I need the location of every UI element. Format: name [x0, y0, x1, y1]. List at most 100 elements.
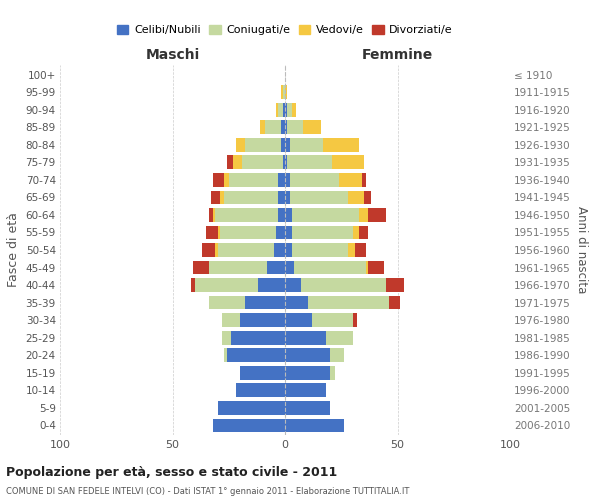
Bar: [265, 120, 281, 134]
Bar: [231, 331, 285, 344]
Bar: [348, 243, 355, 257]
Bar: [218, 401, 285, 414]
Y-axis label: Fasce di età: Fasce di età: [7, 212, 20, 288]
Bar: [339, 173, 361, 186]
Bar: [260, 120, 265, 134]
Bar: [332, 156, 364, 169]
Bar: [325, 331, 353, 344]
Bar: [220, 226, 276, 239]
Bar: [285, 103, 287, 117]
Bar: [235, 384, 285, 397]
Bar: [368, 208, 386, 222]
Bar: [276, 226, 285, 239]
Bar: [233, 156, 242, 169]
Bar: [361, 173, 366, 186]
Y-axis label: Anni di nascita: Anni di nascita: [575, 206, 587, 294]
Bar: [215, 208, 278, 222]
Bar: [292, 243, 348, 257]
Bar: [294, 260, 366, 274]
Bar: [285, 260, 294, 274]
Bar: [276, 103, 278, 117]
Bar: [224, 190, 278, 204]
Bar: [323, 138, 359, 151]
Bar: [285, 418, 343, 432]
Bar: [218, 226, 220, 239]
Bar: [283, 86, 285, 99]
Bar: [285, 86, 287, 99]
Bar: [285, 314, 312, 327]
Bar: [215, 243, 218, 257]
Text: Popolazione per età, sesso e stato civile - 2011: Popolazione per età, sesso e stato civil…: [6, 466, 337, 479]
Bar: [285, 384, 325, 397]
Bar: [287, 103, 292, 117]
Bar: [290, 173, 339, 186]
Bar: [285, 208, 292, 222]
Bar: [359, 226, 368, 239]
Bar: [290, 190, 348, 204]
Bar: [202, 243, 215, 257]
Text: Femmine: Femmine: [362, 48, 433, 62]
Text: COMUNE DI SAN FEDELE INTELVI (CO) - Dati ISTAT 1° gennaio 2011 - Elaborazione TU: COMUNE DI SAN FEDELE INTELVI (CO) - Dati…: [6, 488, 409, 496]
Bar: [213, 418, 285, 432]
Bar: [267, 260, 285, 274]
Bar: [195, 278, 258, 292]
Bar: [285, 173, 290, 186]
Bar: [353, 226, 359, 239]
Bar: [353, 314, 357, 327]
Bar: [206, 226, 218, 239]
Bar: [278, 173, 285, 186]
Bar: [281, 120, 285, 134]
Bar: [355, 243, 366, 257]
Bar: [283, 156, 285, 169]
Bar: [285, 366, 330, 380]
Bar: [285, 348, 330, 362]
Bar: [386, 278, 404, 292]
Bar: [229, 173, 278, 186]
Bar: [278, 208, 285, 222]
Bar: [283, 103, 285, 117]
Bar: [389, 296, 400, 310]
Bar: [193, 260, 209, 274]
Bar: [209, 296, 245, 310]
Bar: [240, 314, 285, 327]
Bar: [285, 120, 287, 134]
Bar: [258, 278, 285, 292]
Bar: [292, 226, 353, 239]
Bar: [285, 190, 290, 204]
Bar: [281, 86, 283, 99]
Bar: [191, 278, 195, 292]
Bar: [224, 348, 227, 362]
Bar: [285, 243, 292, 257]
Bar: [235, 138, 245, 151]
Bar: [308, 296, 389, 310]
Bar: [285, 138, 290, 151]
Bar: [330, 348, 343, 362]
Bar: [285, 278, 301, 292]
Text: Maschi: Maschi: [145, 48, 200, 62]
Bar: [213, 173, 224, 186]
Bar: [240, 366, 285, 380]
Bar: [301, 278, 386, 292]
Bar: [312, 314, 353, 327]
Bar: [366, 260, 368, 274]
Bar: [220, 190, 224, 204]
Bar: [330, 366, 335, 380]
Bar: [368, 260, 384, 274]
Bar: [285, 401, 330, 414]
Bar: [281, 138, 285, 151]
Bar: [285, 156, 287, 169]
Bar: [290, 138, 323, 151]
Bar: [278, 190, 285, 204]
Legend: Celibi/Nubili, Coniugati/e, Vedovi/e, Divorziati/e: Celibi/Nubili, Coniugati/e, Vedovi/e, Di…: [113, 20, 457, 40]
Bar: [218, 243, 274, 257]
Bar: [364, 190, 371, 204]
Bar: [245, 138, 281, 151]
Bar: [292, 208, 359, 222]
Bar: [285, 296, 308, 310]
Bar: [242, 156, 283, 169]
Bar: [209, 260, 267, 274]
Bar: [287, 120, 303, 134]
Bar: [359, 208, 368, 222]
Bar: [287, 156, 332, 169]
Bar: [348, 190, 364, 204]
